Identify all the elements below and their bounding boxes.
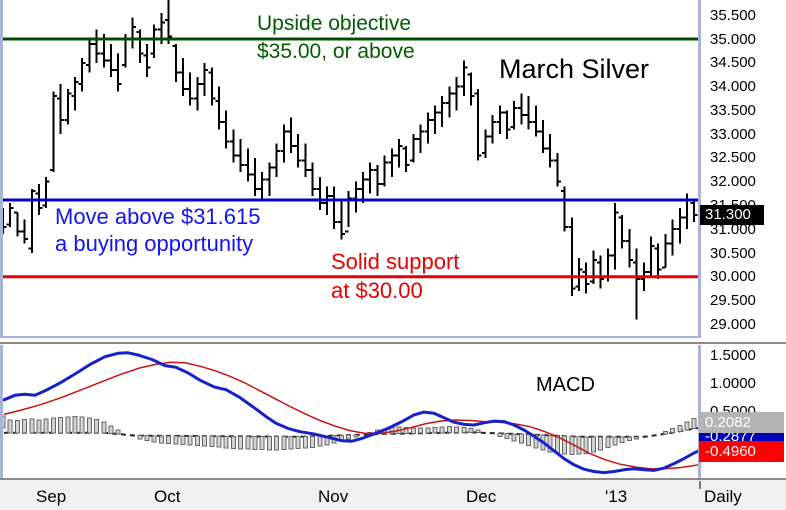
price-axis-label: 35.500 [710, 7, 756, 24]
annotation-line: Solid support [331, 249, 460, 274]
time-axis-label: Dec [466, 487, 497, 506]
price-chart-panel [0, 0, 699, 320]
price-axis-label: 30.000 [710, 268, 756, 285]
macd-panel-right-border [698, 345, 701, 478]
buy-opportunity-annotation: Move above $31.615 a buying opportunity [55, 205, 261, 256]
price-axis-label: 33.500 [710, 102, 756, 119]
upside-objective-annotation: Upside objective $35.00, or above [257, 12, 415, 63]
price-axis-label: 32.000 [710, 173, 756, 190]
main-panel-bottom-border [0, 336, 701, 338]
timeframe-label: Daily [704, 487, 742, 506]
axis-tick [699, 481, 701, 489]
main-panel-right-border [698, 0, 701, 338]
price-axis-label: 29.000 [710, 316, 756, 333]
macd-histogram [0, 415, 697, 455]
price-axis-label: 34.000 [710, 78, 756, 95]
annotation-line: a buying opportunity [55, 230, 254, 256]
price-axis-label: 31.000 [710, 221, 756, 238]
macd-line [2, 351, 701, 475]
last-price-box: 31.300 [700, 205, 764, 225]
macd-bottom-border [0, 478, 786, 480]
price-chart-canvas [0, 0, 699, 320]
annotation-line: Move above $31.615 [55, 204, 261, 229]
macd-axis-label: 1.0000 [710, 375, 756, 392]
price-axis-label: 34.500 [710, 54, 756, 71]
support-annotation: Solid support at $30.00 [331, 250, 459, 303]
annotation-line: $35.00, or above [257, 39, 415, 63]
time-axis-label: Nov [318, 487, 349, 506]
histogram-value-box: 0.2082 [699, 412, 784, 433]
price-axis-label: 35.000 [710, 31, 756, 48]
macd-panel-left-border [0, 345, 3, 478]
macd-canvas [0, 351, 701, 475]
time-axis: Sep Oct Nov Dec '13 Daily [0, 480, 786, 510]
time-axis-label: Oct [154, 487, 181, 506]
macd-axis-label: 1.5000 [710, 347, 756, 364]
panel-divider [0, 342, 786, 344]
signal-value-box: -0.4960 [699, 441, 784, 462]
time-axis-label: Sep [36, 487, 67, 506]
annotation-line: at $30.00 [331, 277, 423, 303]
macd-panel [0, 345, 702, 478]
macd-label: MACD [536, 374, 595, 396]
price-axis-label: 32.500 [710, 149, 756, 166]
price-axis-label: 30.500 [710, 245, 756, 262]
price-axis-label: 33.000 [710, 126, 756, 143]
annotation-line: Upside objective [257, 12, 412, 35]
price-axis: 35.500 35.000 34.500 34.000 33.500 33.000 32.5… [702, 0, 786, 478]
price-axis-label: 29.500 [710, 292, 756, 309]
time-axis-label: '13 [605, 487, 628, 506]
chart-title: March Silver [499, 54, 650, 84]
main-panel-left-border [0, 0, 3, 338]
macd-baseline-dashed [4, 426, 700, 438]
